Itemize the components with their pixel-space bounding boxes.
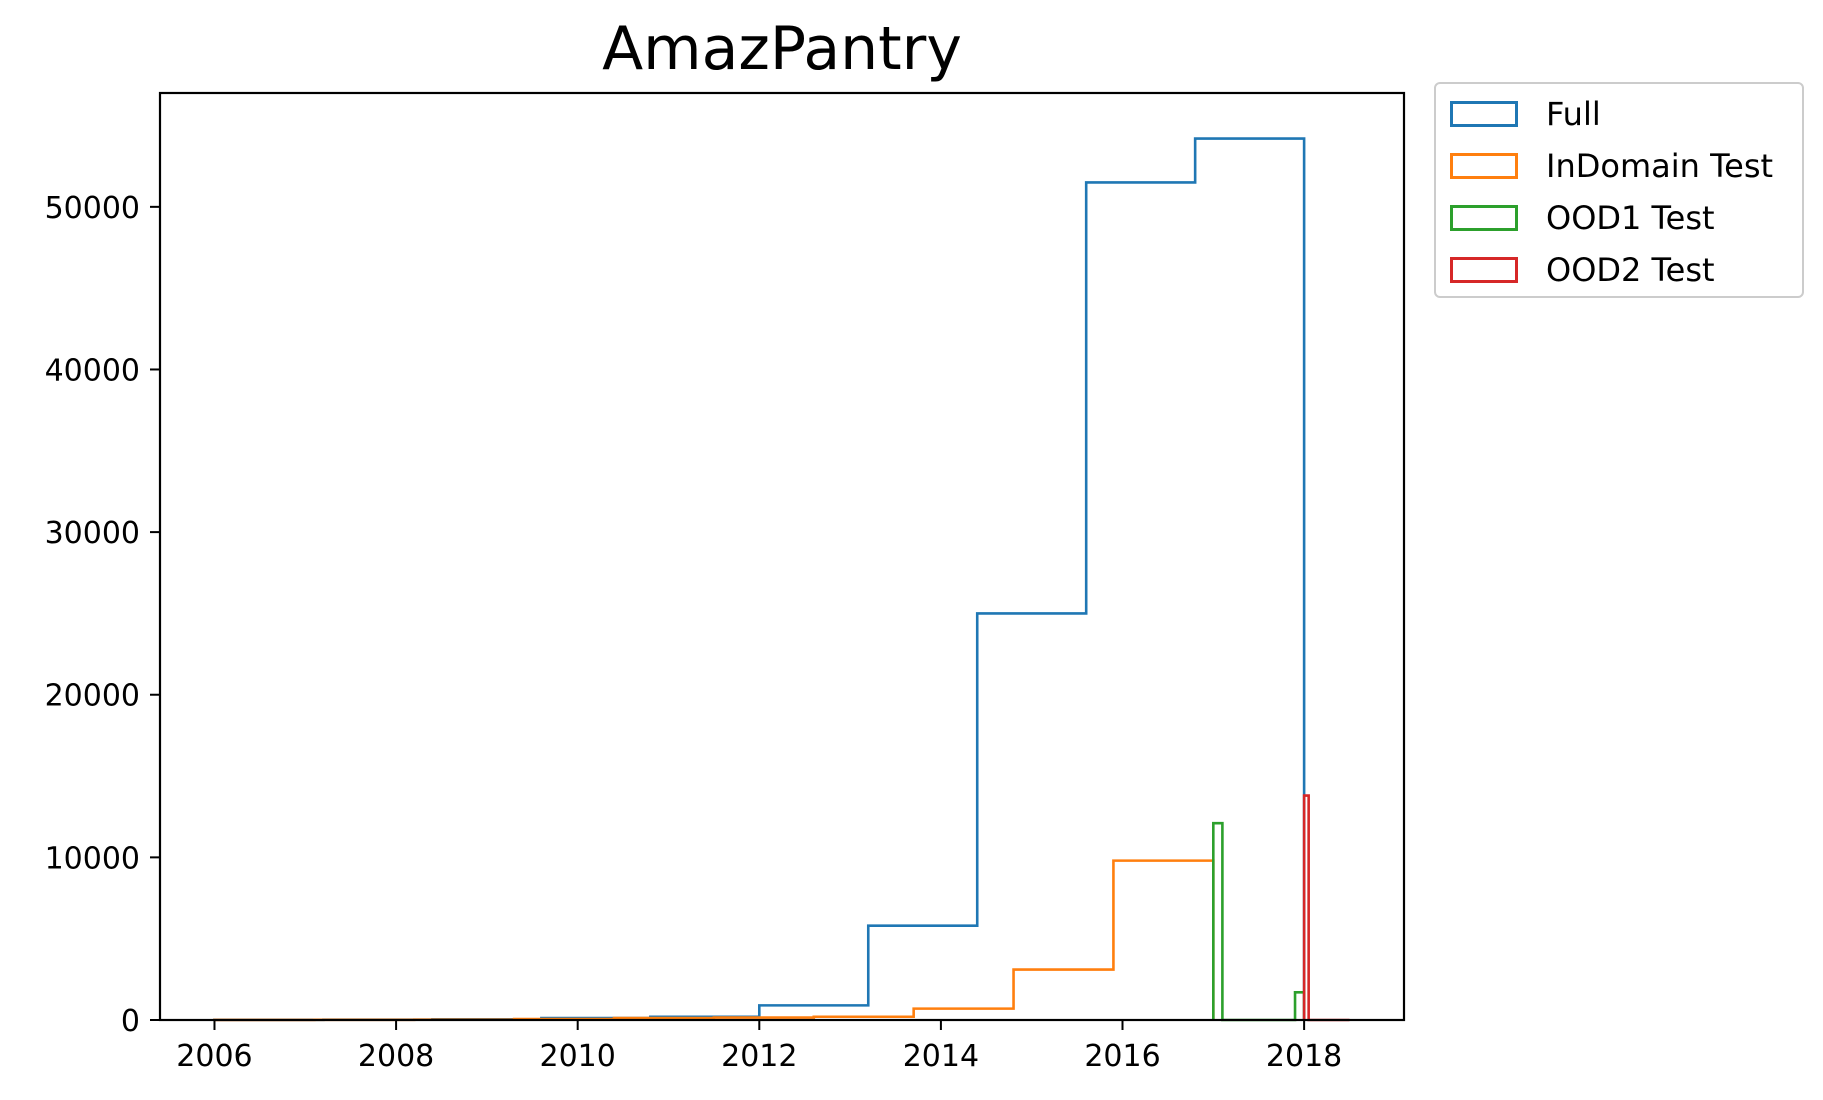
legend-swatch-3 xyxy=(1450,257,1518,283)
legend-label-2: OOD1 Test xyxy=(1546,199,1715,237)
x-tick-label-5: 2016 xyxy=(1084,1039,1160,1074)
plot-layer xyxy=(213,137,1350,1022)
y-tick-label-4: 40000 xyxy=(45,353,140,388)
legend-item-2: OOD1 Test xyxy=(1450,198,1715,238)
legend-item-1: InDomain Test xyxy=(1450,146,1773,186)
x-tick-label-0: 2006 xyxy=(176,1039,252,1074)
legend-item-3: OOD2 Test xyxy=(1450,250,1715,290)
y-tick-label-3: 30000 xyxy=(45,516,140,551)
x-tick-label-3: 2012 xyxy=(721,1039,797,1074)
series-2-step xyxy=(1212,821,1306,1022)
plot-frame xyxy=(158,91,1406,1022)
axis-layer: 2006 2008 2010 2012 2014 2016 2018 0 10000 20000 3… xyxy=(45,91,1406,1074)
legend-label-0: Full xyxy=(1546,95,1601,133)
legend-label-1: InDomain Test xyxy=(1546,147,1774,185)
series-1-step xyxy=(213,859,1215,1022)
legend-swatch-2 xyxy=(1450,205,1518,231)
x-tick-label-1: 2008 xyxy=(358,1039,434,1074)
legend-label-3: OOD2 Test xyxy=(1546,251,1715,289)
y-tick-label-2: 20000 xyxy=(45,679,140,714)
series-3-step xyxy=(1302,794,1350,1022)
legend-swatch-0 xyxy=(1450,101,1518,127)
legend-item-0: Full xyxy=(1450,94,1601,134)
y-tick-label-0: 0 xyxy=(121,1004,140,1039)
chart-title: AmazPantry xyxy=(602,14,962,84)
y-tick-label-1: 10000 xyxy=(45,841,140,876)
series-0-step xyxy=(213,137,1306,1022)
legend: Full InDomain Test OOD1 Test OOD2 Test xyxy=(1434,82,1804,298)
legend-swatch-1 xyxy=(1450,153,1518,179)
y-tick-label-5: 50000 xyxy=(45,191,140,226)
x-tick-label-2: 2010 xyxy=(540,1039,616,1074)
x-tick-label-6: 2018 xyxy=(1266,1039,1342,1074)
x-tick-label-4: 2014 xyxy=(903,1039,979,1074)
